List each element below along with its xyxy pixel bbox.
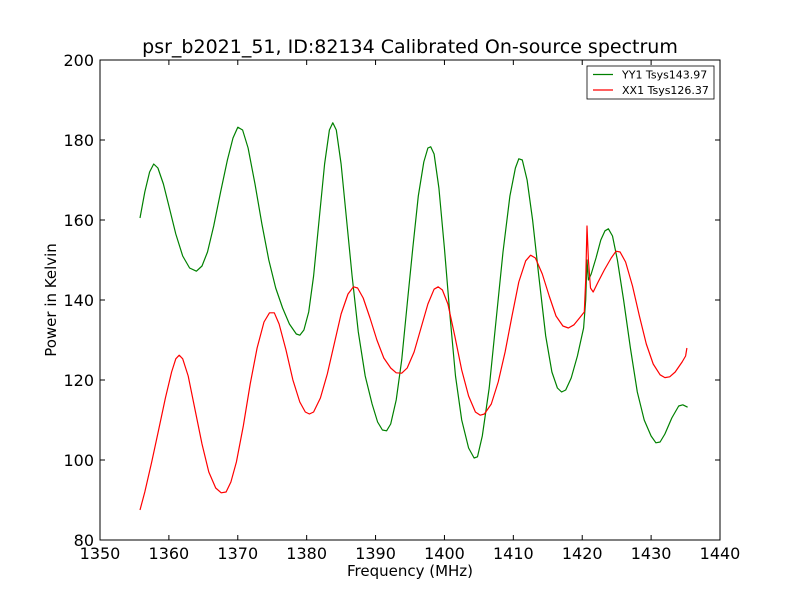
y-tick-label: 160 (63, 211, 94, 230)
ticks-layer: 1350 1360 1370 1380 1390 1400 1410 1420 1430 1440… (63, 51, 740, 563)
legend-label-1: YY1 Tsys143.97 (621, 69, 707, 82)
x-tick-label: 1410 (493, 544, 534, 563)
x-tick-label: 1440 (700, 544, 741, 563)
legend-label-2: XX1 Tsys126.37 (622, 84, 709, 97)
y-tick-label: 80 (74, 531, 94, 550)
x-tick-label: 1430 (631, 544, 672, 563)
y-tick-label: 100 (63, 451, 94, 470)
series-layer (139, 122, 688, 511)
x-tick-label: 1420 (562, 544, 603, 563)
y-tick-label: 140 (63, 291, 94, 310)
legend-box (586, 65, 715, 100)
x-tick-label: 1400 (424, 544, 465, 563)
series-line-2 (139, 225, 688, 511)
y-tick-label: 180 (63, 131, 94, 150)
legend: YY1 Tsys143.97 XX1 Tsys126.37 (586, 65, 715, 100)
y-tick-label: 120 (63, 371, 94, 390)
x-tick-label: 1370 (217, 544, 258, 563)
y-axis-label: Power in Kelvin (42, 243, 60, 357)
chart-title: psr_b2021_51, ID:82134 Calibrated On-sou… (142, 36, 678, 58)
x-axis-label: Frequency (MHz) (347, 562, 473, 580)
x-tick-label: 1350 (80, 544, 121, 563)
x-tick-label: 1360 (149, 544, 190, 563)
y-tick-label: 200 (63, 51, 94, 70)
x-tick-label: 1380 (286, 544, 327, 563)
series-line-1 (139, 122, 688, 459)
x-tick-label: 1390 (355, 544, 396, 563)
